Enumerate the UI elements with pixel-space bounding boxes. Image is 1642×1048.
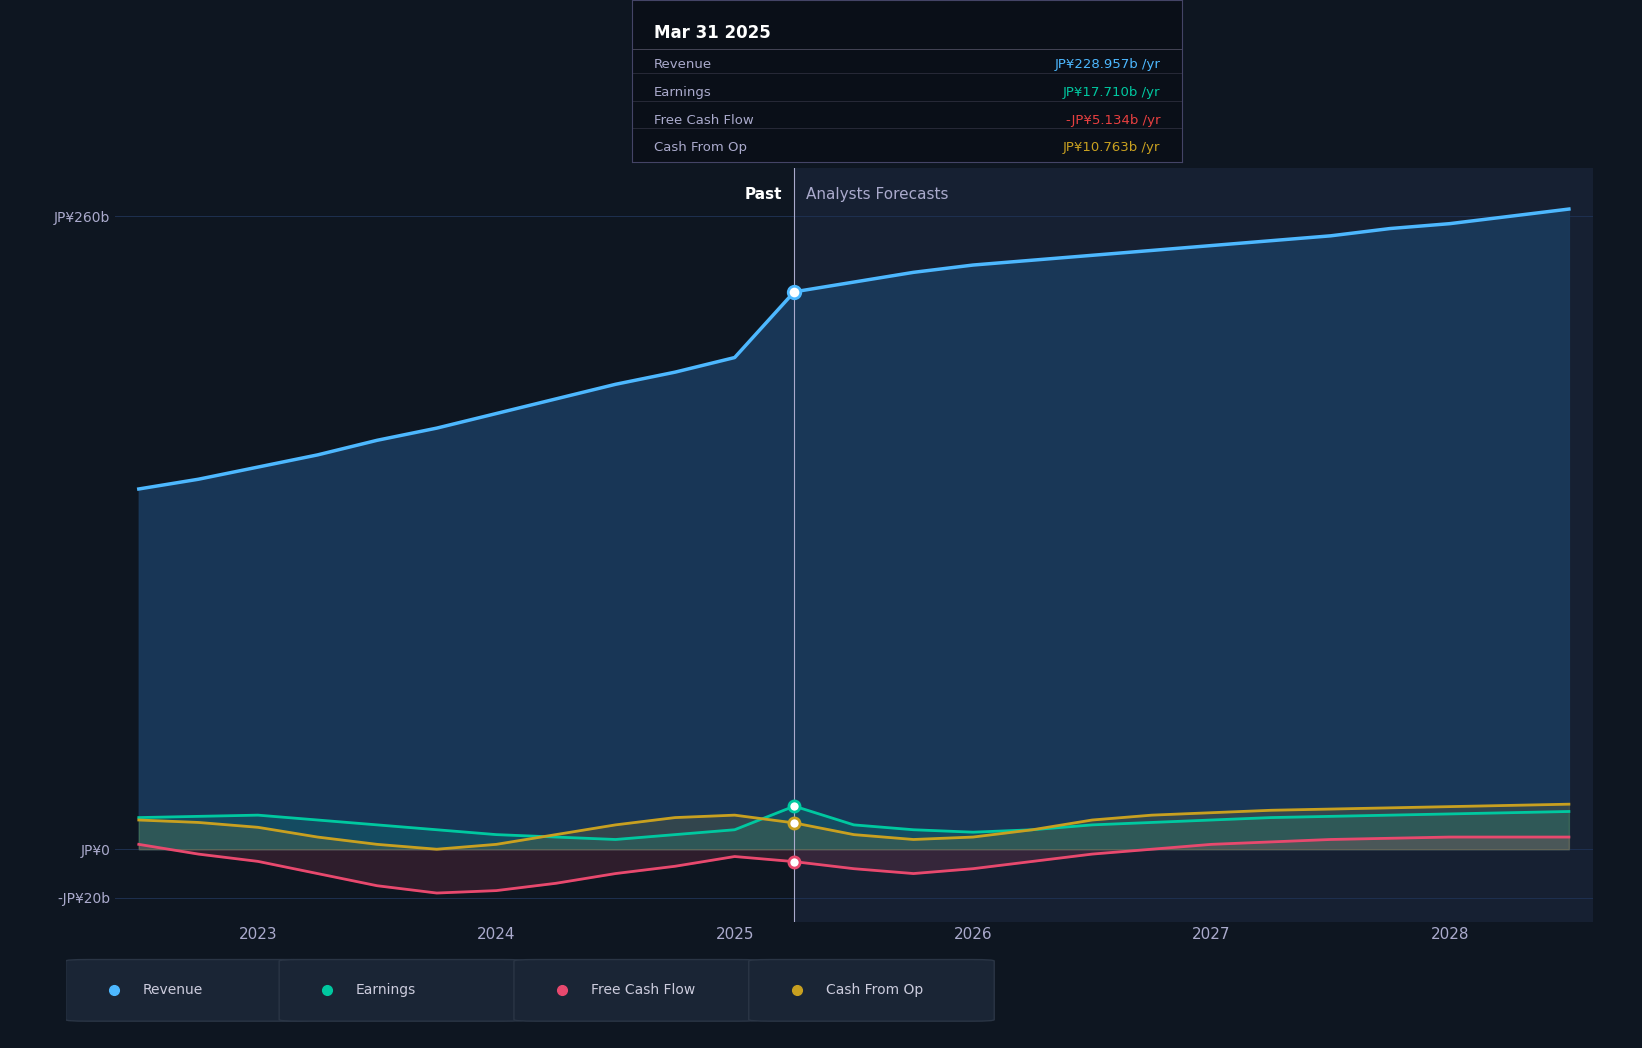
Polygon shape [115, 168, 795, 922]
Text: Mar 31 2025: Mar 31 2025 [654, 24, 772, 42]
Text: Revenue: Revenue [143, 983, 202, 998]
Text: JP¥228.957b /yr: JP¥228.957b /yr [1054, 59, 1161, 71]
FancyBboxPatch shape [749, 960, 995, 1021]
Text: Cash From Op: Cash From Op [826, 983, 923, 998]
Text: JP¥10.763b /yr: JP¥10.763b /yr [1062, 141, 1161, 154]
Text: Past: Past [745, 188, 782, 202]
Text: Earnings: Earnings [654, 86, 713, 100]
Text: Analysts Forecasts: Analysts Forecasts [806, 188, 949, 202]
FancyBboxPatch shape [514, 960, 760, 1021]
Text: Cash From Op: Cash From Op [654, 141, 747, 154]
Text: JP¥17.710b /yr: JP¥17.710b /yr [1062, 86, 1161, 100]
Text: -JP¥5.134b /yr: -JP¥5.134b /yr [1066, 114, 1161, 127]
Text: Free Cash Flow: Free Cash Flow [654, 114, 754, 127]
Text: Free Cash Flow: Free Cash Flow [591, 983, 695, 998]
FancyBboxPatch shape [66, 960, 312, 1021]
Text: Earnings: Earnings [356, 983, 415, 998]
FancyBboxPatch shape [279, 960, 525, 1021]
Text: Revenue: Revenue [654, 59, 713, 71]
